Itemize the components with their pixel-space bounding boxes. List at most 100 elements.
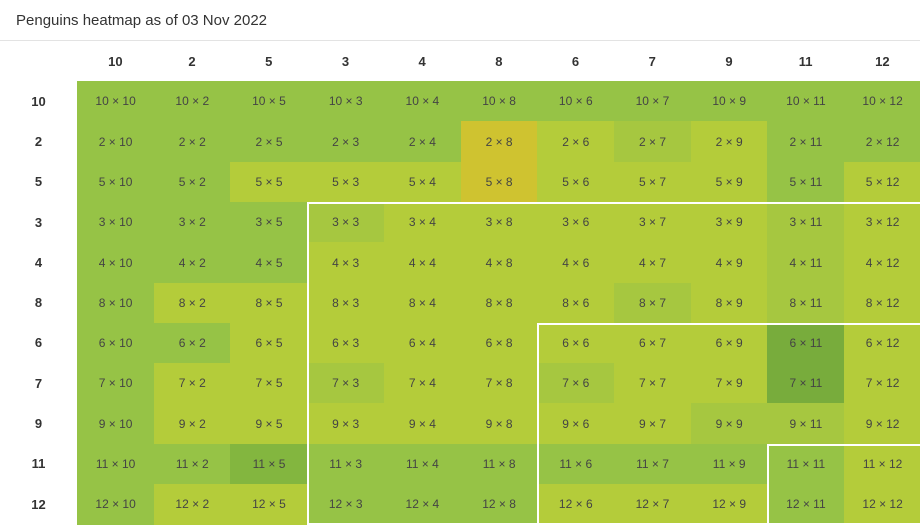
heatmap-cell[interactable]: 9 × 6 <box>537 403 615 445</box>
heatmap-cell[interactable]: 11 × 11 <box>767 443 845 485</box>
heatmap-cell[interactable]: 6 × 5 <box>230 322 308 364</box>
heatmap-cell[interactable]: 5 × 12 <box>844 161 920 203</box>
heatmap-cell[interactable]: 7 × 11 <box>767 363 845 404</box>
heatmap-cell[interactable]: 9 × 12 <box>844 403 920 445</box>
heatmap-cell[interactable]: 12 × 11 <box>767 484 845 525</box>
heatmap-cell[interactable]: 8 × 7 <box>613 282 692 324</box>
heatmap-cell[interactable]: 10 × 6 <box>537 81 615 122</box>
heatmap-cell[interactable]: 5 × 8 <box>460 161 538 203</box>
heatmap-cell[interactable]: 5 × 4 <box>383 161 461 203</box>
heatmap-cell[interactable]: 6 × 7 <box>613 322 692 364</box>
heatmap-cell[interactable]: 11 × 12 <box>844 443 920 485</box>
heatmap-cell[interactable]: 6 × 2 <box>153 322 231 364</box>
heatmap-cell[interactable]: 12 × 2 <box>153 484 231 525</box>
heatmap-cell[interactable]: 7 × 7 <box>613 363 692 404</box>
heatmap-cell[interactable]: 12 × 8 <box>460 484 538 525</box>
heatmap-cell[interactable]: 2 × 12 <box>844 121 920 163</box>
heatmap-cell[interactable]: 7 × 9 <box>690 363 768 404</box>
heatmap-cell[interactable]: 6 × 10 <box>77 322 155 364</box>
heatmap-cell[interactable]: 4 × 5 <box>230 242 308 283</box>
heatmap-cell[interactable]: 2 × 8 <box>460 121 538 163</box>
heatmap-cell[interactable]: 4 × 6 <box>537 242 615 283</box>
heatmap-cell[interactable]: 2 × 9 <box>690 121 768 163</box>
heatmap-cell[interactable]: 11 × 9 <box>690 443 768 485</box>
heatmap-cell[interactable]: 11 × 3 <box>307 443 385 485</box>
heatmap-cell[interactable]: 12 × 3 <box>307 484 385 525</box>
heatmap-cell[interactable]: 4 × 10 <box>77 242 155 283</box>
heatmap-cell[interactable]: 5 × 9 <box>690 161 768 203</box>
heatmap-cell[interactable]: 3 × 9 <box>690 201 768 243</box>
heatmap-cell[interactable]: 9 × 11 <box>767 403 845 445</box>
heatmap-cell[interactable]: 5 × 6 <box>537 161 615 203</box>
heatmap-cell[interactable]: 9 × 2 <box>153 403 231 445</box>
heatmap-cell[interactable]: 7 × 6 <box>537 363 615 404</box>
heatmap-cell[interactable]: 4 × 4 <box>383 242 461 283</box>
heatmap-cell[interactable]: 9 × 4 <box>383 403 461 445</box>
heatmap-cell[interactable]: 8 × 12 <box>844 282 920 324</box>
heatmap-cell[interactable]: 3 × 10 <box>77 201 155 243</box>
heatmap-cell[interactable]: 12 × 6 <box>537 484 615 525</box>
heatmap-cell[interactable]: 11 × 2 <box>153 443 231 485</box>
heatmap-cell[interactable]: 6 × 9 <box>690 322 768 364</box>
heatmap-cell[interactable]: 9 × 10 <box>77 403 155 445</box>
heatmap-cell[interactable]: 11 × 6 <box>537 443 615 485</box>
heatmap-cell[interactable]: 5 × 11 <box>767 161 845 203</box>
heatmap-cell[interactable]: 9 × 5 <box>230 403 308 445</box>
heatmap-cell[interactable]: 4 × 8 <box>460 242 538 283</box>
heatmap-cell[interactable]: 12 × 4 <box>383 484 461 525</box>
heatmap-cell[interactable]: 2 × 4 <box>383 121 461 163</box>
heatmap-cell[interactable]: 10 × 12 <box>844 81 920 122</box>
heatmap-cell[interactable]: 4 × 7 <box>613 242 692 283</box>
heatmap-cell[interactable]: 8 × 8 <box>460 282 538 324</box>
heatmap-cell[interactable]: 10 × 2 <box>153 81 231 122</box>
heatmap-cell[interactable]: 9 × 7 <box>613 403 692 445</box>
heatmap-cell[interactable]: 8 × 5 <box>230 282 308 324</box>
heatmap-cell[interactable]: 10 × 10 <box>77 81 155 122</box>
heatmap-cell[interactable]: 7 × 12 <box>844 363 920 404</box>
heatmap-cell[interactable]: 11 × 10 <box>77 443 155 485</box>
heatmap-cell[interactable]: 8 × 11 <box>767 282 845 324</box>
heatmap-cell[interactable]: 2 × 3 <box>307 121 385 163</box>
heatmap-cell[interactable]: 2 × 11 <box>767 121 845 163</box>
heatmap-cell[interactable]: 12 × 7 <box>613 484 692 525</box>
heatmap-cell[interactable]: 6 × 8 <box>460 322 538 364</box>
heatmap-cell[interactable]: 3 × 2 <box>153 201 231 243</box>
heatmap-cell[interactable]: 7 × 3 <box>307 363 385 404</box>
heatmap-cell[interactable]: 6 × 11 <box>767 322 845 364</box>
heatmap-cell[interactable]: 12 × 12 <box>844 484 920 525</box>
heatmap-cell[interactable]: 2 × 2 <box>153 121 231 163</box>
heatmap-cell[interactable]: 6 × 6 <box>537 322 615 364</box>
heatmap-cell[interactable]: 5 × 5 <box>230 161 308 203</box>
heatmap-cell[interactable]: 4 × 11 <box>767 242 845 283</box>
heatmap-cell[interactable]: 2 × 6 <box>537 121 615 163</box>
heatmap-cell[interactable]: 7 × 4 <box>383 363 461 404</box>
heatmap-cell[interactable]: 6 × 3 <box>307 322 385 364</box>
heatmap-cell[interactable]: 8 × 4 <box>383 282 461 324</box>
heatmap-cell[interactable]: 4 × 3 <box>307 242 385 283</box>
heatmap-cell[interactable]: 7 × 10 <box>77 363 155 404</box>
heatmap-cell[interactable]: 2 × 10 <box>77 121 155 163</box>
heatmap-cell[interactable]: 12 × 9 <box>690 484 768 525</box>
heatmap-cell[interactable]: 7 × 8 <box>460 363 538 404</box>
heatmap-cell[interactable]: 11 × 8 <box>460 443 538 485</box>
heatmap-cell[interactable]: 4 × 9 <box>690 242 768 283</box>
heatmap-cell[interactable]: 4 × 12 <box>844 242 920 283</box>
heatmap-cell[interactable]: 3 × 12 <box>844 201 920 243</box>
heatmap-cell[interactable]: 3 × 3 <box>307 201 385 243</box>
heatmap-cell[interactable]: 10 × 9 <box>690 81 768 122</box>
heatmap-cell[interactable]: 5 × 3 <box>307 161 385 203</box>
heatmap-cell[interactable]: 8 × 2 <box>153 282 231 324</box>
heatmap-cell[interactable]: 11 × 4 <box>383 443 461 485</box>
heatmap-cell[interactable]: 3 × 11 <box>767 201 845 243</box>
heatmap-cell[interactable]: 9 × 3 <box>307 403 385 445</box>
heatmap-cell[interactable]: 3 × 4 <box>383 201 461 243</box>
heatmap-cell[interactable]: 7 × 5 <box>230 363 308 404</box>
heatmap-cell[interactable]: 10 × 7 <box>613 81 692 122</box>
heatmap-cell[interactable]: 5 × 7 <box>613 161 692 203</box>
heatmap-cell[interactable]: 5 × 10 <box>77 161 155 203</box>
heatmap-cell[interactable]: 9 × 9 <box>690 403 768 445</box>
heatmap-cell[interactable]: 6 × 4 <box>383 322 461 364</box>
heatmap-cell[interactable]: 11 × 7 <box>613 443 692 485</box>
heatmap-cell[interactable]: 8 × 6 <box>537 282 615 324</box>
heatmap-cell[interactable]: 6 × 12 <box>844 322 920 364</box>
